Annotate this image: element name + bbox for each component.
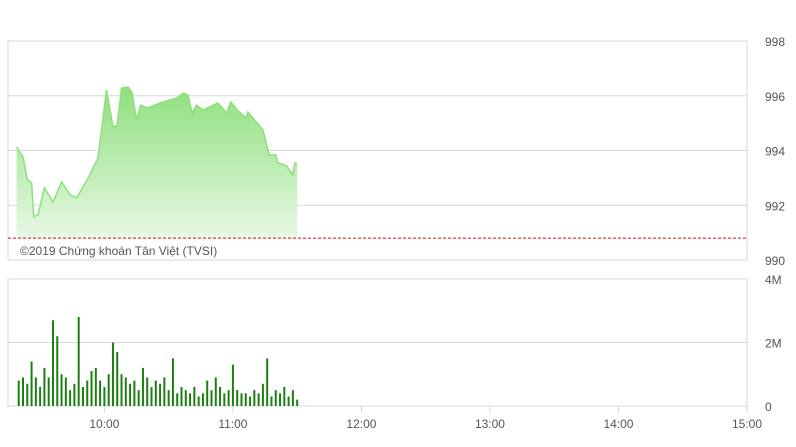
volume-bar — [129, 383, 132, 406]
price-tick-label: 992 — [765, 199, 785, 213]
volume-bar — [137, 390, 140, 406]
volume-bar — [163, 377, 166, 406]
time-tick-label: 13:00 — [475, 417, 505, 431]
volume-bar — [21, 377, 24, 406]
volume-bar — [43, 367, 46, 406]
volume-bar — [176, 393, 179, 406]
volume-bar — [240, 393, 243, 406]
volume-bar — [227, 390, 230, 406]
volume-bar — [56, 336, 59, 406]
price-area — [16, 87, 298, 239]
price-tick-label: 998 — [765, 35, 785, 49]
volume-bar — [154, 380, 157, 406]
volume-bar — [133, 380, 136, 406]
volume-bar — [107, 374, 110, 406]
volume-bar — [30, 361, 33, 406]
price-tick-label: 990 — [765, 254, 785, 268]
volume-bar — [296, 399, 299, 406]
volume-bar — [150, 386, 153, 406]
volume-bar — [26, 383, 29, 406]
volume-tick-label: 2M — [765, 337, 782, 351]
volume-bar — [291, 390, 294, 406]
axis-labels: 998 996 994 992 990 4M 2M 0 10:00 11:00 12:00 13:00… — [89, 35, 785, 431]
volume-bar — [189, 393, 192, 406]
volume-bar — [266, 358, 269, 406]
volume-bar — [34, 377, 37, 406]
volume-bar — [94, 367, 97, 406]
time-tick-label: 11:00 — [218, 417, 247, 431]
volume-bar — [141, 367, 144, 406]
volume-bar — [60, 374, 63, 406]
volume-bar — [257, 393, 260, 406]
watermark: ©2019 Chứng khoán Tân Việt (TVSI) — [20, 244, 217, 258]
volume-bar — [201, 393, 204, 406]
volume-bar — [69, 390, 72, 406]
volume-bar — [197, 396, 200, 406]
volume-bar — [159, 383, 162, 406]
volume-bar — [73, 383, 76, 406]
volume-bar — [210, 390, 213, 406]
volume-bar — [261, 383, 264, 406]
volume-bar — [86, 380, 89, 406]
time-tick-label: 12:00 — [346, 417, 376, 431]
volume-tick-label: 4M — [765, 273, 782, 287]
volume-bar — [146, 377, 149, 406]
volume-bar — [81, 386, 84, 406]
volume-bar — [171, 358, 174, 406]
price-tick-label: 994 — [765, 145, 785, 159]
volume-bar — [111, 342, 114, 406]
volume-grid — [7, 278, 748, 413]
volume-bar — [274, 390, 277, 406]
volume-bar — [51, 320, 54, 406]
volume-bar — [206, 380, 209, 406]
volume-bar — [184, 390, 187, 406]
volume-bar — [287, 396, 290, 406]
volume-bar — [116, 352, 119, 406]
volume-bar — [270, 396, 273, 406]
volume-bar — [103, 386, 106, 406]
volume-bar — [193, 386, 196, 406]
time-tick-label: 15:00 — [732, 417, 762, 431]
volume-bar — [219, 386, 222, 406]
volume-bar — [120, 374, 123, 406]
volume-bar — [39, 386, 42, 406]
volume-bar — [90, 371, 93, 406]
volume-tick-label: 0 — [765, 400, 772, 414]
volume-bar — [47, 377, 50, 406]
volume-bar — [249, 396, 252, 406]
time-tick-label: 10:00 — [89, 417, 119, 431]
volume-bar — [223, 393, 226, 406]
volume-bar — [244, 393, 247, 406]
volume-bar — [236, 390, 239, 406]
volume-bar — [231, 364, 234, 406]
volume-bar — [17, 380, 20, 406]
volume-bar — [167, 390, 170, 406]
price-tick-label: 996 — [765, 90, 785, 104]
volume-bar — [99, 380, 102, 406]
volume-bar — [124, 377, 127, 406]
price-line — [15, 86, 298, 218]
volume-bar — [214, 377, 217, 406]
volume-bar — [279, 393, 282, 406]
time-tick-label: 14:00 — [603, 417, 633, 431]
volume-bar — [64, 377, 67, 406]
volume-bar — [253, 390, 256, 406]
volume-bar — [283, 386, 286, 406]
volume-bar — [77, 317, 80, 406]
volume-bars — [17, 317, 299, 406]
volume-bar — [180, 386, 183, 406]
